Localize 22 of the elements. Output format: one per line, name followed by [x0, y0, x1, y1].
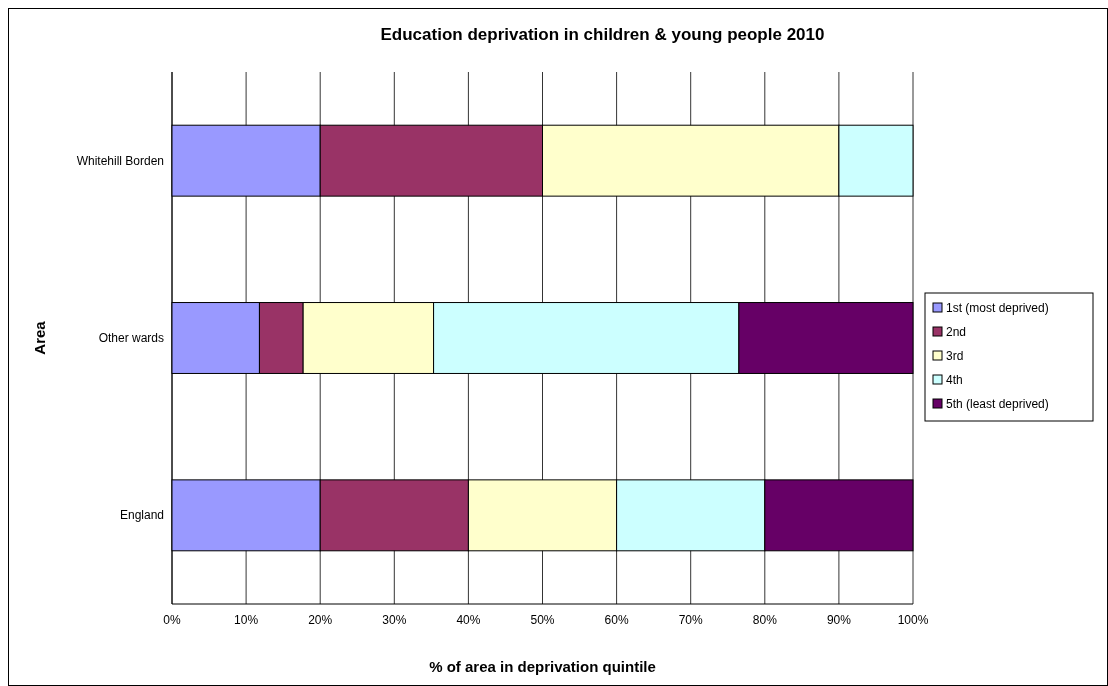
- x-tick-label: 50%: [530, 613, 555, 627]
- chart-title: Education deprivation in children & young people 2010: [380, 25, 825, 44]
- x-tick-label: 60%: [604, 613, 629, 627]
- x-axis-title: % of area in deprivation quintile: [429, 658, 656, 675]
- x-tick-label: 80%: [752, 613, 778, 627]
- legend-label: 4th: [946, 373, 963, 387]
- y-axis-title: Area: [31, 320, 48, 355]
- x-tick-label: 0%: [163, 613, 181, 627]
- legend-label: 5th (least deprived): [946, 397, 1049, 411]
- y-tick-label: England: [119, 508, 164, 523]
- legend-label: 1st (most deprived): [946, 301, 1049, 315]
- x-tick-label: 100%: [897, 613, 929, 627]
- x-tick-label: 10%: [234, 613, 259, 627]
- y-tick-label: Other wards: [98, 331, 164, 345]
- x-tick-label: 40%: [456, 613, 481, 627]
- legend-label: 2nd: [946, 325, 967, 339]
- x-tick-label: 90%: [826, 613, 852, 627]
- x-tick-label: 30%: [382, 613, 407, 627]
- x-tick-label: 70%: [678, 613, 704, 627]
- legend-label: 3rd: [946, 349, 964, 363]
- y-tick-label: Whitehill Borden: [76, 153, 164, 168]
- x-tick-label: 20%: [308, 613, 333, 627]
